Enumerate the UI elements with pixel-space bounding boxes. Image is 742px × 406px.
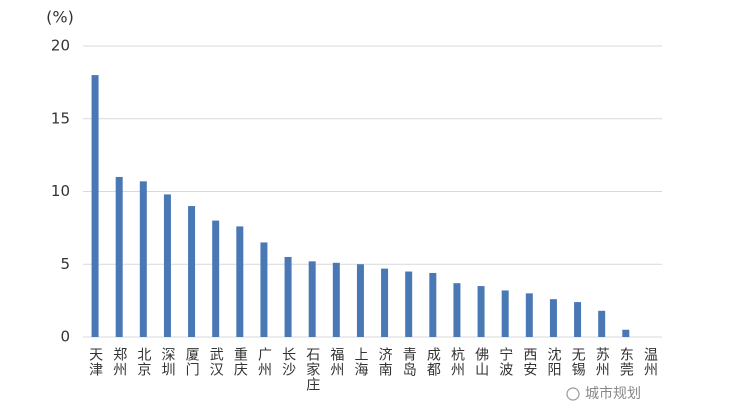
watermark-icon: [566, 387, 580, 401]
x-tick-label: 佛山: [473, 347, 489, 377]
x-tick-label: 厦门: [184, 347, 200, 377]
bar: [477, 286, 485, 337]
x-tick-label: 福州: [328, 347, 344, 377]
bar: [212, 220, 220, 337]
x-tick-label: 广州: [256, 347, 272, 377]
x-tick-label: 石家庄: [304, 347, 320, 392]
y-tick-label: 20: [51, 37, 70, 55]
x-tick-label: 重庆: [232, 347, 248, 377]
y-tick-label: 10: [51, 182, 70, 200]
bar: [381, 268, 389, 337]
bar: [405, 271, 413, 337]
x-tick-label: 宁波: [497, 346, 513, 377]
bar: [139, 181, 147, 337]
bar: [549, 299, 557, 337]
watermark: 城市规划: [585, 385, 641, 402]
x-tick-label: 杭州: [449, 347, 465, 377]
bar: [308, 261, 316, 337]
bar: [115, 176, 123, 337]
bar: [91, 75, 99, 337]
y-axis-label: (%): [46, 8, 74, 27]
x-tick-label: 温州: [642, 347, 658, 377]
x-tick-label: 沈阳: [545, 347, 561, 377]
bar: [284, 256, 292, 337]
y-tick-label: 5: [60, 255, 70, 273]
bar: [598, 310, 606, 337]
x-tick-label: 苏州: [594, 347, 610, 377]
x-tick-label: 深圳: [159, 347, 175, 377]
y-tick-label: 15: [51, 109, 70, 127]
bar: [356, 264, 364, 337]
bar: [574, 302, 582, 337]
x-tick-label: 天津: [87, 347, 103, 377]
bar: [236, 226, 244, 337]
x-tick-label: 上海: [352, 347, 368, 377]
watermark-group: 城市规划: [566, 385, 641, 402]
x-tick-label: 武汉: [208, 347, 224, 377]
bar: [429, 272, 437, 337]
x-tick-label: 西安: [521, 347, 537, 377]
bar: [525, 293, 533, 337]
bar: [622, 329, 630, 337]
bar: [188, 206, 196, 337]
x-tick-label: 济南: [377, 347, 393, 377]
x-tick-label: 郑州: [111, 347, 127, 377]
bar: [260, 242, 268, 337]
x-tick-label: 北京: [135, 347, 151, 377]
x-tick-label: 成都: [425, 347, 441, 377]
bar: [163, 194, 171, 337]
x-tick-label: 无锡: [570, 347, 586, 377]
bar: [501, 290, 509, 337]
x-tick-label: 长沙: [280, 347, 296, 377]
bar: [453, 283, 461, 337]
bar: [332, 262, 340, 337]
x-tick-label: 东莞: [618, 347, 634, 377]
x-tick-label: 青岛: [401, 347, 417, 377]
y-tick-label: 0: [60, 328, 70, 346]
